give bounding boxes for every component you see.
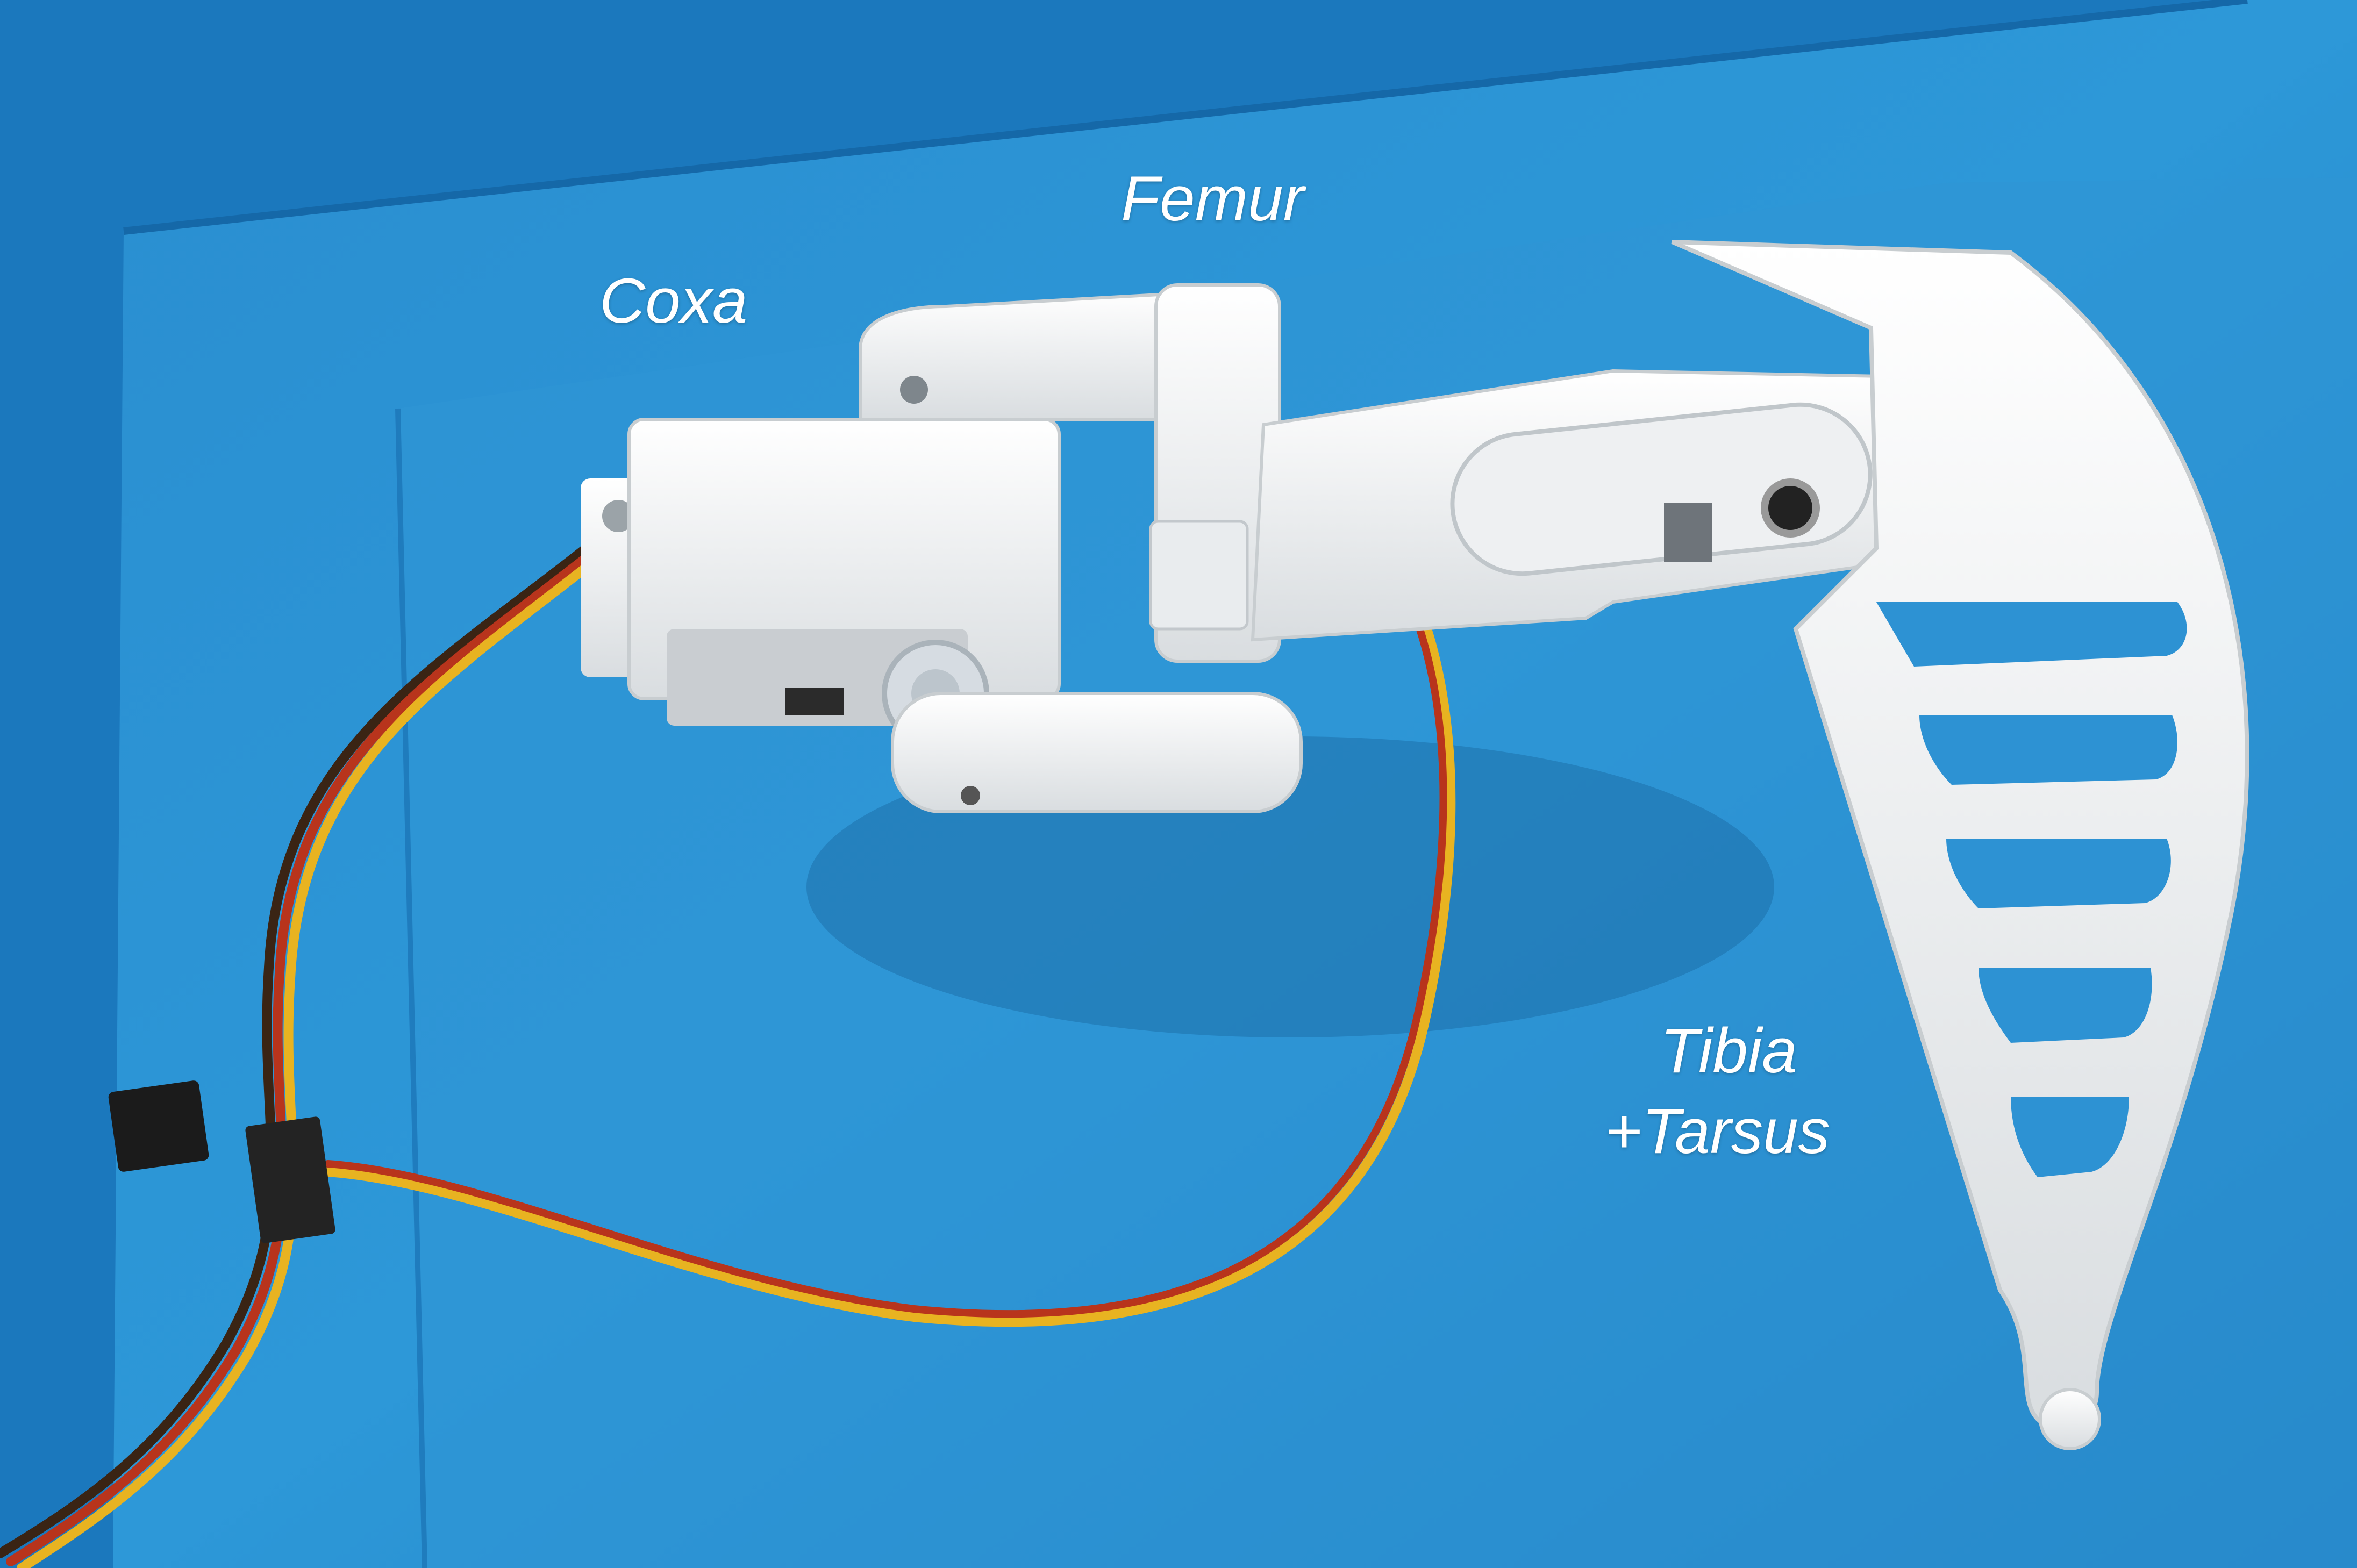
mat-edge-line — [123, 0, 2248, 235]
tibia-label: Tibia — [1660, 1015, 1797, 1086]
servo-connector — [108, 1080, 335, 1243]
tarsus-label: +Tarsus — [1605, 1096, 1830, 1167]
mat-inner-edge — [395, 408, 427, 1568]
tibia-cutout-5 — [2011, 1097, 2129, 1177]
tibia-cutout-3 — [1946, 839, 2171, 908]
femur-label: Femur — [1121, 163, 1304, 234]
coxa-label: Coxa — [599, 266, 748, 336]
coxa-horn-plate — [891, 692, 1303, 813]
tibia-cutout-4 — [1979, 968, 2152, 1043]
tibia-cutout-2 — [1919, 715, 2177, 785]
femur-joint-hole — [1761, 478, 1820, 538]
femur-connector — [1664, 503, 1712, 562]
femur-bracket — [859, 283, 1281, 663]
tibia-cutout-1 — [1876, 602, 2187, 667]
tarsus-foot-tip — [2039, 1388, 2101, 1450]
tibia-tarsus-part — [1671, 240, 2249, 1450]
horn-screw — [961, 786, 980, 805]
